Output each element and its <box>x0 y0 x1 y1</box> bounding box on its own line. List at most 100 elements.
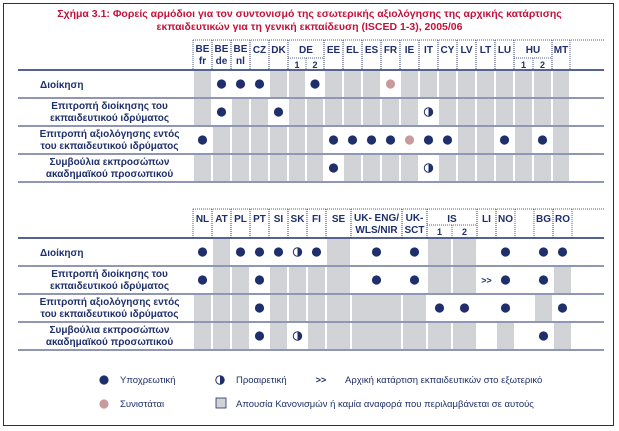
panel1-col-9-label-1: UK- <box>406 213 424 224</box>
legend-no-regulation-label: Απουσία Κανονισμών ή καμία αναφορά που π… <box>236 399 534 410</box>
panel0-cell-r1-c8 <box>343 98 362 126</box>
panel1-mark-r0-c13 <box>500 247 511 257</box>
panel0-header-cell-14 <box>457 40 476 70</box>
panel1-cell-r1-c16 <box>553 266 572 294</box>
panel0-col-MT-label: MT <box>554 45 568 56</box>
panel0-header-cell-17 <box>514 40 533 70</box>
panel0-cell-r1-c13 <box>438 98 457 126</box>
panel0-mark-r0-c1 <box>216 79 227 89</box>
panel1-header-cell-0 <box>193 209 212 238</box>
panel1-col-FI-label: FI <box>312 214 321 225</box>
legend-optional-label: Προαιρετική <box>236 375 287 386</box>
panel1-mark-r0-c16 <box>557 247 568 257</box>
panel1-col-BG-label: BG <box>536 214 551 225</box>
panel0-header-cell-19 <box>552 40 570 70</box>
panel0-cell-r1-c11 <box>400 98 419 126</box>
panel0-col-2-label-1: BE <box>234 44 248 55</box>
panel1-mark-r3-c3 <box>254 331 265 341</box>
panel0-cell-r3-c19 <box>552 154 570 182</box>
panel1-col-LI-label: LI <box>482 214 491 225</box>
panel0-mark-r0-c2 <box>235 79 246 89</box>
panel1-cell-r1-c11 <box>452 266 477 294</box>
panel0-cell-r1-c16 <box>495 98 514 126</box>
panel1-mark-r0-c2 <box>235 247 246 257</box>
panel1-mark-r0-c15 <box>538 247 549 257</box>
panel0-header-cell-4 <box>269 40 288 70</box>
panel1-cell-r1-c2 <box>231 266 250 294</box>
panel0-col-DK-label: DK <box>271 45 286 56</box>
panel0-col-ES-label: ES <box>365 45 379 56</box>
panel1-cell-r2-c7 <box>326 294 351 322</box>
panel0-cell-r2-c17 <box>514 126 533 154</box>
panel0-mark-r1-c4 <box>273 107 284 117</box>
panel0-col-HU-sub-2: 2 <box>540 60 545 70</box>
panel1-header-cell-11 <box>452 209 477 238</box>
panel0-cell-r0-c0 <box>193 70 212 98</box>
panel0-mark-r2-c18 <box>537 135 548 145</box>
panel0-cell-r1-c0 <box>193 98 212 126</box>
panel0-row1-label-bg <box>18 98 193 126</box>
panel0-cell-r3-c14 <box>457 154 476 182</box>
panel1-header-cell-2 <box>231 209 250 238</box>
panel1-mark-r2-c10 <box>434 303 445 313</box>
panel1-mark-r0-c0 <box>197 247 208 257</box>
panel1-col-IS-sub-2: 2 <box>462 227 467 237</box>
panel1-mark-r2-c13 <box>500 303 511 313</box>
panel1-cell-r1-c1 <box>212 266 231 294</box>
panel0-mark-r1-c1 <box>216 107 227 117</box>
panel0-header-cell-3 <box>250 40 269 70</box>
panel1-mark-r0-c9 <box>409 247 420 257</box>
panel0-cell-r1-c19 <box>552 98 570 126</box>
panel0-cell-r2-c3 <box>250 126 269 154</box>
panel0-header-cell-10 <box>381 40 400 70</box>
panel1-mark-r1-c15 <box>538 275 549 285</box>
panel1-header-cell-10 <box>427 209 452 238</box>
panel1-col-9-label-2: SCT <box>405 225 425 236</box>
panel1-col-PT-label: PT <box>253 214 266 225</box>
panel0-cell-r0-c17 <box>514 70 533 98</box>
panel0-cell-r0-c11 <box>400 70 419 98</box>
panel0-col-EL-label: EL <box>346 45 359 56</box>
panel0-col-CY-label: CY <box>441 45 455 56</box>
panel1-cell-r3-c6 <box>307 322 326 350</box>
panel0-cell-r3-c11 <box>400 154 419 182</box>
panel1-header-cell-4 <box>269 209 288 238</box>
panel0-cell-r2-c14 <box>457 126 476 154</box>
panel1-col-NO-label: NO <box>498 214 513 225</box>
panel1-cell-r2-c15 <box>534 294 553 322</box>
panel1-cell-r0-c11 <box>452 238 477 266</box>
panel1-cell-r2-c6 <box>307 294 326 322</box>
panel1-header-cell-9 <box>402 209 427 238</box>
panel0-cell-r3-c16 <box>495 154 514 182</box>
panel0-mark-r2-c9 <box>366 135 377 145</box>
panel1-row-label-1-line2: εκπαιδευτικού ιδρύματος <box>50 281 169 292</box>
panel0-col-IT-label: IT <box>424 45 433 56</box>
legend-recommended-symbol <box>99 399 109 409</box>
panel0-header-cell-18 <box>533 40 552 70</box>
panel1-cell-r3-c2 <box>231 322 250 350</box>
panel0-cell-r3-c13 <box>438 154 457 182</box>
panel0-col-0-label-1: BE <box>196 44 210 55</box>
panel1-mark-r3-c5-half <box>297 331 302 341</box>
panel0-col-LT-label: LT <box>480 45 491 56</box>
figure-title: Σχήμα 3.1: Φορείς αρμόδιοι για τον συντο… <box>4 8 615 34</box>
panel0-mark-r2-c0 <box>197 135 208 145</box>
panel0-row-label-2-line2: του εκπαιδευτικού ιδρύματος <box>41 141 179 152</box>
panel0-col-LU-label: LU <box>498 45 511 56</box>
panel0-row-label-3-line2: ακαδημαϊκού προσωπικού <box>46 169 173 180</box>
panel1-col-SI-label: SI <box>274 214 284 225</box>
panel1-row2-label-bg <box>18 294 193 322</box>
panel1-row-label-1-line1: Επιτροπή διοίκησης του <box>51 269 168 280</box>
panel0-cell-r2-c2 <box>231 126 250 154</box>
panel0-header-cell-12 <box>419 40 438 70</box>
panel0-mark-r2-c8 <box>347 135 358 145</box>
panel0-cell-r0-c13 <box>438 70 457 98</box>
panel0-row-label-2-line1: Επιτροπή αξιολόγησης εντός <box>40 129 180 140</box>
panel0-row3-label-bg <box>18 154 193 182</box>
panel0-cell-r1-c10 <box>381 98 400 126</box>
panel0-cell-r0-c5 <box>288 70 306 98</box>
panel0-cell-r2-c6 <box>306 126 324 154</box>
panel1-row-label-3-line1: Συμβούλια εκπροσώπων <box>50 325 170 336</box>
panel1-mark-r0-c4 <box>273 247 284 257</box>
